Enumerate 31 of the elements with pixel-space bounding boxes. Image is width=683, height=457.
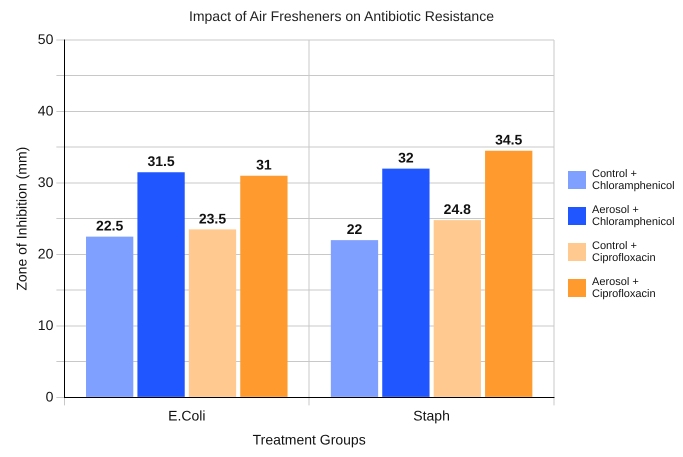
bar <box>137 172 185 397</box>
bar <box>330 240 378 397</box>
bar <box>86 236 134 397</box>
legend-label: Control + Chloramphenicol <box>592 168 676 192</box>
y-axis-title: Zone of Inhibition (mm) <box>13 146 30 291</box>
data-label: 22 <box>346 221 362 238</box>
bar <box>382 168 430 397</box>
x-axis-title: Treatment Groups <box>252 431 366 448</box>
data-label: 23.5 <box>198 210 226 226</box>
bar <box>434 220 481 397</box>
data-label: 31 <box>256 156 272 173</box>
y-tick-label: 40 <box>38 102 54 118</box>
data-label: 24.8 <box>444 200 472 217</box>
legend-label: Aerosol + Chloramphenicol <box>592 204 676 228</box>
data-label: 31.5 <box>147 153 175 170</box>
bar <box>240 176 288 397</box>
data-label: 34.5 <box>495 132 523 148</box>
legend-label: Control + Ciprofloxacin <box>592 240 657 264</box>
bar <box>188 229 236 397</box>
x-tick-label: E.Coli <box>168 408 206 424</box>
bar <box>485 150 532 397</box>
y-tick-label: 50 <box>38 30 54 47</box>
y-tick-label: 0 <box>46 388 54 404</box>
data-label: 22.5 <box>96 217 124 234</box>
x-tick-label: Staph <box>413 408 450 424</box>
legend-label: Aerosol + Ciprofloxacin <box>592 276 657 300</box>
y-tick-label: 30 <box>38 174 54 190</box>
chart-title: Impact of Air Fresheners on Antibiotic Resistance <box>188 8 496 24</box>
y-tick-label: 10 <box>38 316 54 333</box>
y-tick-label: 20 <box>38 245 54 262</box>
data-label: 32 <box>398 150 414 166</box>
